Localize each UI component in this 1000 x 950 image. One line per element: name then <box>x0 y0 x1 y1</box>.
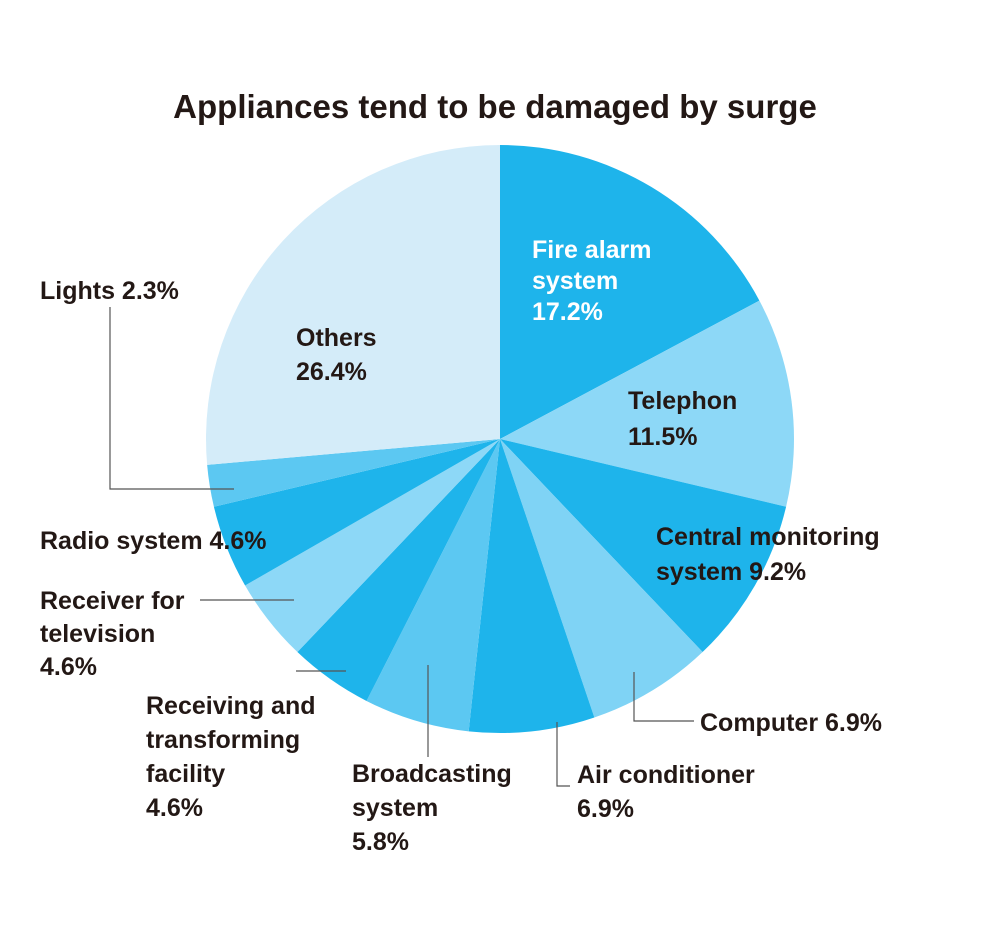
pie-slice-telephon <box>500 300 794 507</box>
pie-slice-broadcasting-system <box>366 439 500 732</box>
slice-label-line: Air conditioner <box>577 761 755 789</box>
slice-label-line: 11.5% <box>628 423 698 451</box>
pie-slice-radio-system <box>213 439 500 586</box>
slice-label-line: system 9.2% <box>656 558 806 586</box>
slice-label-line: 5.8% <box>352 828 409 856</box>
pie-slice-central-monitoring-system <box>500 439 787 653</box>
slice-label-line: facility <box>146 760 225 788</box>
slice-label-line: 4.6% <box>146 794 203 822</box>
slice-label-line: Central monitoring <box>656 523 880 551</box>
slice-label-line: 4.6% <box>40 653 97 681</box>
slice-label-air-conditioner: Air conditioner 6.9% <box>577 761 755 823</box>
slice-label-fire-alarm-system: Fire alarm system 17.2% <box>532 236 652 326</box>
pie-slice-receiving-and-transforming-facility <box>297 439 500 701</box>
slice-label-line: Telephon <box>628 387 737 415</box>
pie-slice-fire-alarm-system <box>500 145 760 439</box>
pie-slices <box>206 145 794 733</box>
slice-label-line: system <box>352 794 438 822</box>
slice-labels: Fire alarm system 17.2% Telephon 11.5% Centra… <box>40 236 882 856</box>
slice-label-line: television <box>40 620 155 648</box>
slice-label-line: transforming <box>146 726 300 754</box>
slice-label-others: Others 26.4% <box>296 324 377 386</box>
leader-line-computer <box>633 672 694 722</box>
slice-label-line: Receiver for <box>40 587 185 615</box>
slice-label-line: 26.4% <box>296 358 367 386</box>
slice-label-lights: Lights 2.3% <box>40 277 179 305</box>
slice-label-line: Broadcasting <box>352 760 512 788</box>
slice-label-line: Fire alarm <box>532 236 652 264</box>
slice-label-line: 6.9% <box>577 795 634 823</box>
slice-label-broadcasting-system: Broadcasting system 5.8% <box>352 760 512 856</box>
slice-label-line: system <box>532 267 618 295</box>
slice-label-line: Radio system 4.6% <box>40 527 267 555</box>
slice-label-computer: Computer 6.9% <box>700 709 882 737</box>
slice-label-line: Others <box>296 324 377 352</box>
slice-label-line: Receiving and <box>146 692 316 720</box>
leader-line-lights <box>109 307 234 490</box>
pie-slice-air-conditioner <box>468 439 595 733</box>
leader-lines <box>109 307 694 787</box>
slice-label-line: 17.2% <box>532 298 603 326</box>
slice-label-telephon: Telephon 11.5% <box>628 387 737 451</box>
chart-title: Appliances tend to be damaged by surge <box>173 88 817 125</box>
slice-label-line: Computer 6.9% <box>700 709 882 737</box>
slice-label-central-monitoring-system: Central monitoring system 9.2% <box>656 523 880 586</box>
pie-slice-computer <box>500 439 703 718</box>
slice-label-radio-system: Radio system 4.6% <box>40 527 267 555</box>
slice-label-receiver-for-television: Receiver for television 4.6% <box>40 587 185 681</box>
leader-line-air-conditioner <box>556 722 570 787</box>
slice-label-line: Lights 2.3% <box>40 277 179 305</box>
pie-slice-receiver-for-television <box>245 439 500 653</box>
pie-slice-lights <box>207 439 500 507</box>
slice-label-receiving-and-transforming-facility: Receiving and transforming facility 4.6% <box>146 692 316 822</box>
pie-slice-others <box>206 145 501 465</box>
